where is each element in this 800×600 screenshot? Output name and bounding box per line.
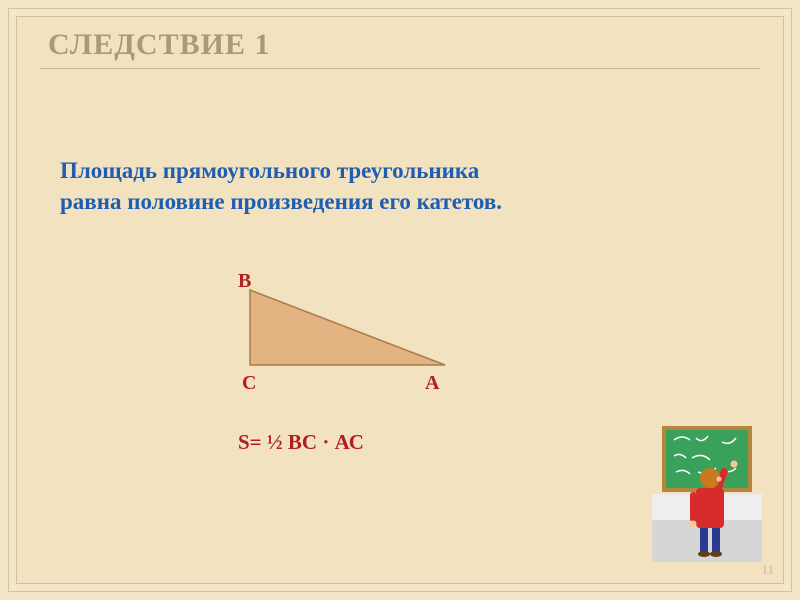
triangle-svg <box>230 280 490 410</box>
vertex-b: В <box>238 270 251 293</box>
vertex-c: С <box>242 372 256 395</box>
vertex-a: А <box>425 372 439 395</box>
body-text: Площадь прямоугольного треугольникаравна… <box>60 155 720 217</box>
slide-title: СЛЕДСТВИЕ 1 <box>48 28 270 62</box>
triangle-shape <box>250 290 445 365</box>
page-number: 11 <box>761 562 774 578</box>
title-underline <box>40 68 760 69</box>
formula: S= ½ ВС · АС <box>238 430 364 455</box>
student-illustration <box>652 422 762 562</box>
triangle-diagram: В С А <box>230 280 490 410</box>
